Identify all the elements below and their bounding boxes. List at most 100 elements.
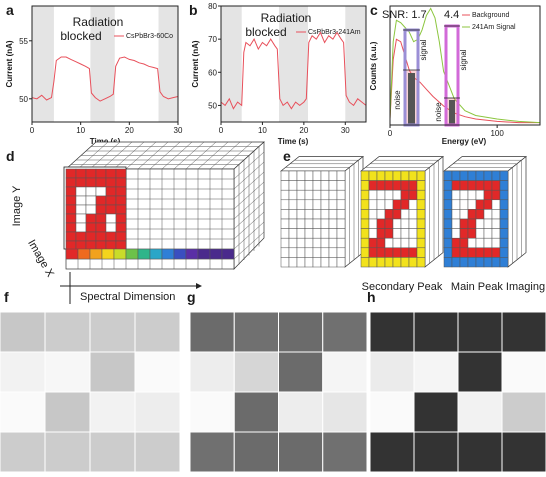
heatmap-cell-g-2-3 bbox=[322, 391, 368, 433]
signal-label-2: signal bbox=[459, 49, 468, 70]
heatmap-cell-h-0-0 bbox=[369, 311, 415, 353]
blocked-band-b-2 bbox=[345, 6, 366, 122]
signal-label-1: signal bbox=[419, 39, 428, 60]
panel-label-d: d bbox=[6, 148, 15, 164]
x-tick-label-b-10: 10 bbox=[258, 126, 267, 135]
heatmap-cell-h-3-2 bbox=[457, 431, 503, 473]
heatmap-cell-g-3-2 bbox=[278, 431, 324, 473]
legend-label-signal: 241Am Signal bbox=[472, 24, 516, 31]
plot-frame-b bbox=[220, 5, 367, 123]
image-x-label: Image X bbox=[25, 238, 56, 280]
x-axis-label-a: Time (s) bbox=[90, 137, 121, 146]
y-tick-label-b-80: 80 bbox=[208, 2, 217, 11]
legend-label-background: Background bbox=[472, 12, 509, 19]
blocked-band-a-0 bbox=[32, 6, 54, 122]
legend-label-b: CsPbBr3-241Am bbox=[308, 29, 361, 36]
heatmap-cell-f-2-3 bbox=[134, 391, 181, 433]
heatmap-cell-h-0-2 bbox=[457, 311, 503, 353]
heatmap-cell-h-2-2 bbox=[457, 391, 503, 433]
heatmap-cell-f-2-1 bbox=[44, 391, 91, 433]
panel-label-c: c bbox=[370, 2, 378, 18]
y-ticks-a: 50 55 bbox=[19, 37, 32, 104]
heatmap-cell-g-3-0 bbox=[189, 431, 235, 473]
heatmap-cell-g-1-2 bbox=[278, 351, 324, 393]
noise-label-2: noise bbox=[434, 102, 443, 122]
plot-frame-a bbox=[31, 5, 179, 123]
heatmap-cell-h-2-0 bbox=[369, 391, 415, 433]
heatmap-cell-f-3-1 bbox=[44, 431, 91, 473]
heatmap-g bbox=[189, 311, 368, 473]
series-line-b bbox=[220, 31, 367, 110]
series-line-signal bbox=[389, 7, 541, 124]
heatmap-f bbox=[0, 311, 181, 473]
annotation-radiation-a: Radiation bbox=[73, 15, 124, 29]
x-tick-label-a-20: 20 bbox=[125, 126, 134, 135]
annotation-blocked-b: blocked bbox=[245, 25, 286, 39]
cube-d: Spectral Dimension Image Y Image X bbox=[11, 141, 265, 304]
x-tick-label-c-0: 0 bbox=[388, 129, 393, 138]
x-tick-label-c-100: 100 bbox=[490, 129, 504, 138]
y-tick-label-b-70: 70 bbox=[208, 35, 217, 44]
heatmap-cell-h-0-3 bbox=[501, 311, 546, 353]
heatmap-cell-f-3-0 bbox=[0, 431, 46, 473]
heatmap-cell-h-3-3 bbox=[501, 431, 546, 473]
heatmap-cell-g-3-3 bbox=[322, 431, 368, 473]
heatmap-cell-g-1-0 bbox=[189, 351, 235, 393]
annotation-blocked-a: blocked bbox=[60, 29, 101, 43]
heatmap-cell-g-0-2 bbox=[278, 311, 324, 353]
x-ticks-b: 0 10 20 30 bbox=[219, 122, 350, 135]
chart-b: 0 10 20 30 50 60 70 80 Radiation blocked CsPbB… bbox=[191, 2, 367, 146]
blocked-band-b-0 bbox=[221, 6, 242, 122]
caption-secondary-peak: Secondary Peak bbox=[362, 281, 443, 293]
legend-label-a: CsPbBr3-60Co bbox=[126, 33, 173, 40]
heatmap-cell-g-1-3 bbox=[322, 351, 368, 393]
heatmap-cell-g-3-1 bbox=[233, 431, 279, 473]
noise-bar-1 bbox=[408, 73, 415, 125]
cube-e-stack bbox=[280, 155, 527, 268]
blocked-bands-a bbox=[32, 6, 178, 122]
heatmap-cell-h-2-1 bbox=[413, 391, 459, 433]
y-tick-label-a-55: 55 bbox=[19, 37, 28, 46]
x-tick-label-b-0: 0 bbox=[219, 126, 224, 135]
heatmap-cell-g-2-0 bbox=[189, 391, 235, 433]
heatmap-cell-f-1-2 bbox=[89, 351, 136, 393]
series-line-background bbox=[389, 38, 540, 124]
cubes-e: Secondary Peak Main Peak Imaging bbox=[280, 155, 545, 293]
y-ticks-b: 50 60 70 80 bbox=[208, 2, 221, 110]
y-axis-label-c: Counts (a.u.) bbox=[369, 41, 378, 90]
chart-a: 0 10 20 30 50 55 Radiation blocked CsPbBr3-6… bbox=[5, 5, 183, 146]
heatmap-cell-g-2-1 bbox=[233, 391, 279, 433]
heatmap-cell-f-3-3 bbox=[134, 431, 181, 473]
x-ticks-c: 0 100 bbox=[388, 125, 504, 138]
noise-label-1: noise bbox=[393, 90, 402, 110]
noise-bar-2 bbox=[449, 100, 455, 125]
x-tick-label-b-20: 20 bbox=[299, 126, 308, 135]
x-tick-label-a-10: 10 bbox=[76, 126, 85, 135]
panel-label-b: b bbox=[189, 2, 198, 18]
snr-value-1: SNR: 1.7 bbox=[382, 9, 427, 21]
blocked-band-a-2 bbox=[158, 6, 178, 122]
heatmap-cell-f-0-0 bbox=[0, 311, 46, 353]
heatmap-h bbox=[369, 311, 546, 473]
heatmap-cell-h-1-0 bbox=[369, 351, 415, 393]
spectral-axis-arrowhead bbox=[196, 283, 202, 289]
x-tick-label-b-30: 30 bbox=[341, 126, 350, 135]
panel-label-g: g bbox=[187, 289, 196, 305]
heatmap-cell-g-2-2 bbox=[278, 391, 324, 433]
blocked-bands-b bbox=[221, 6, 366, 122]
heatmap-cell-h-3-0 bbox=[369, 431, 415, 473]
heatmap-cell-f-0-2 bbox=[89, 311, 136, 353]
panel-label-a: a bbox=[6, 2, 14, 18]
snr-value-2: 4.4 bbox=[444, 9, 459, 21]
heatmap-cell-g-0-3 bbox=[322, 311, 368, 353]
y-tick-label-b-50: 50 bbox=[208, 101, 217, 110]
heatmap-cell-f-2-2 bbox=[89, 391, 136, 433]
chart-c: noise signal SNR: 1.7 noise signal 4.4 0… bbox=[369, 5, 541, 146]
blocked-band-a-1 bbox=[90, 6, 115, 122]
cube-d-image-face bbox=[63, 166, 127, 251]
series-line-a bbox=[31, 56, 179, 102]
heatmap-cell-g-1-1 bbox=[233, 351, 279, 393]
heatmap-cell-h-0-1 bbox=[413, 311, 459, 353]
y-axis-label-a: Current (nA) bbox=[5, 40, 14, 87]
heatmap-cell-g-0-1 bbox=[233, 311, 279, 353]
